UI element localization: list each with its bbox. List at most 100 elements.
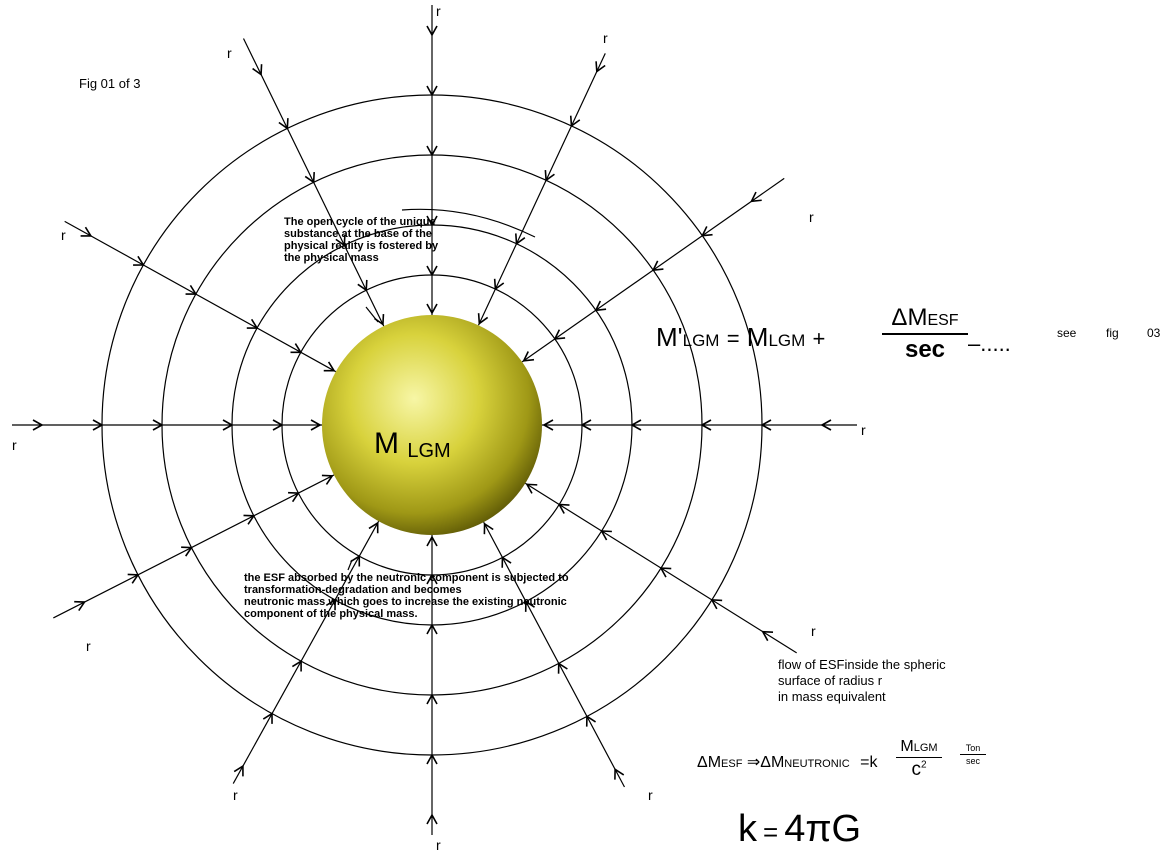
inward-arrowhead (525, 483, 538, 494)
radial-ray (64, 220, 337, 373)
eq1-frac-den: sec (904, 336, 946, 363)
eq2-frac-den-sup: 2 (920, 759, 927, 771)
eq2-unit-bar (960, 754, 986, 755)
radial-ray (483, 521, 626, 788)
inward-arrowhead (750, 191, 762, 203)
inward-arrowhead (368, 521, 379, 534)
inward-arrowhead (595, 61, 606, 74)
mass-label-sub: LGM (407, 440, 451, 462)
inward-arrowhead (426, 215, 438, 227)
inward-arrowhead (426, 693, 438, 705)
eq2-unit-den: sec (965, 756, 980, 766)
eq1-frac-num-sub: ESF (927, 312, 959, 329)
eq1-fig-num: 03 (1147, 326, 1161, 340)
inward-arrowhead (181, 546, 193, 557)
figure-label: Fig 01 of 3 (79, 76, 141, 91)
bottom-note-leader (347, 559, 353, 571)
eq2-frac-num-main: M (900, 738, 914, 755)
inward-arrowhead (222, 419, 234, 431)
ray-labels: r r r r r r r r r r r r (12, 3, 866, 853)
top-note-leader-left (365, 306, 379, 323)
ray-label-r: r (811, 623, 816, 639)
eq2-rhs-main: ΔM (760, 754, 785, 771)
eq2-frac-bar (896, 757, 942, 758)
eq1-lhs-sub: LGM (682, 331, 720, 350)
inward-arrowhead (585, 714, 597, 727)
flow-line: in mass equivalent (778, 689, 886, 704)
inward-arrowhead (426, 265, 438, 277)
inward-arrowhead (501, 555, 512, 568)
eq1-term-sub: LGM (768, 331, 806, 350)
mass-label-main: M (374, 427, 399, 460)
inward-arrowhead (272, 419, 284, 431)
eq3-rhs: 4πG (784, 808, 862, 850)
note-leader-lines (347, 208, 536, 571)
eq1-term-main: M (746, 322, 769, 352)
eq2-rhs-sub: NEUTRONIC (784, 758, 850, 770)
inward-arrowhead (659, 567, 672, 578)
flow-description: flow of ESFinside the spheric surface of… (778, 657, 946, 705)
inward-arrowhead (760, 419, 772, 431)
k-equation: k = 4πG (738, 808, 861, 851)
mass-balance-lhs: M'LGM = MLGM + (656, 322, 825, 353)
inward-arrowhead (557, 661, 568, 674)
eq2-frac-den-main: c (911, 759, 921, 780)
radial-ray (477, 53, 606, 326)
inward-arrowhead (594, 300, 607, 312)
inward-arrowhead (700, 226, 713, 237)
inward-arrowhead (32, 419, 44, 431)
ray-arrowheads (32, 25, 832, 825)
eq2-frac-den: c2 (896, 759, 942, 781)
inward-arrowhead (477, 313, 489, 325)
inward-arrowhead (580, 419, 592, 431)
inward-arrowhead (544, 169, 555, 182)
eq2-unit: Ton sec (960, 743, 986, 766)
inward-arrowhead (557, 503, 570, 514)
inward-arrowhead (426, 623, 438, 635)
bottom-note: the ESF absorbed by the neutronic compon… (244, 572, 569, 620)
ray-label-r: r (233, 787, 238, 803)
inward-arrowhead (127, 573, 140, 584)
bottom-note-line: transformation-degradation and becomes (244, 584, 462, 596)
mass-label: M LGM (374, 427, 451, 462)
eq2-eq-k: =k (860, 754, 878, 771)
inward-arrowhead (185, 284, 198, 295)
eq1-see: see (1057, 326, 1077, 340)
inward-arrowhead (522, 351, 535, 362)
inward-arrowhead (92, 419, 104, 431)
inward-arrowhead (323, 361, 336, 372)
inward-arrowhead (243, 514, 256, 525)
inward-arrowhead (304, 172, 315, 184)
inward-arrowhead (357, 279, 368, 292)
ray-label-r: r (809, 209, 814, 225)
inward-arrowhead (630, 419, 642, 431)
inward-arrowhead (600, 530, 612, 541)
eq2-lhs-sub: ESF (721, 758, 743, 770)
inward-arrowhead (426, 85, 438, 97)
inward-arrowhead (514, 233, 526, 246)
inward-arrowhead (290, 343, 303, 354)
inward-arrowhead (700, 419, 712, 431)
eq2-frac-num-sub: LGM (913, 742, 938, 754)
inward-arrowhead (325, 598, 336, 611)
inward-arrowhead (426, 753, 438, 765)
inward-arrowhead (761, 630, 774, 642)
eq1-frac-bar (882, 333, 968, 335)
inward-arrowhead (133, 255, 145, 266)
ray-label-r: r (12, 437, 17, 453)
inward-arrowhead (310, 419, 322, 431)
eq1-fraction: ΔMESF sec (882, 304, 968, 364)
bottom-note-line: the ESF absorbed by the neutronic compon… (244, 572, 569, 584)
eq2-lhs-main: ΔM (697, 754, 722, 771)
inward-arrowhead (820, 419, 832, 431)
inward-arrowhead (152, 419, 164, 431)
eq1-lhs-main: M' (656, 322, 683, 352)
ray-label-r: r (86, 638, 91, 654)
ray-label-r: r (861, 422, 866, 438)
inward-arrowhead (291, 659, 302, 672)
physical-mass-sphere (322, 315, 542, 535)
inward-arrowhead (426, 303, 438, 315)
eq2-unit-num: Ton (965, 743, 981, 753)
top-note-line: The open cycle of the unique (284, 216, 436, 228)
inward-arrowhead (710, 599, 723, 610)
